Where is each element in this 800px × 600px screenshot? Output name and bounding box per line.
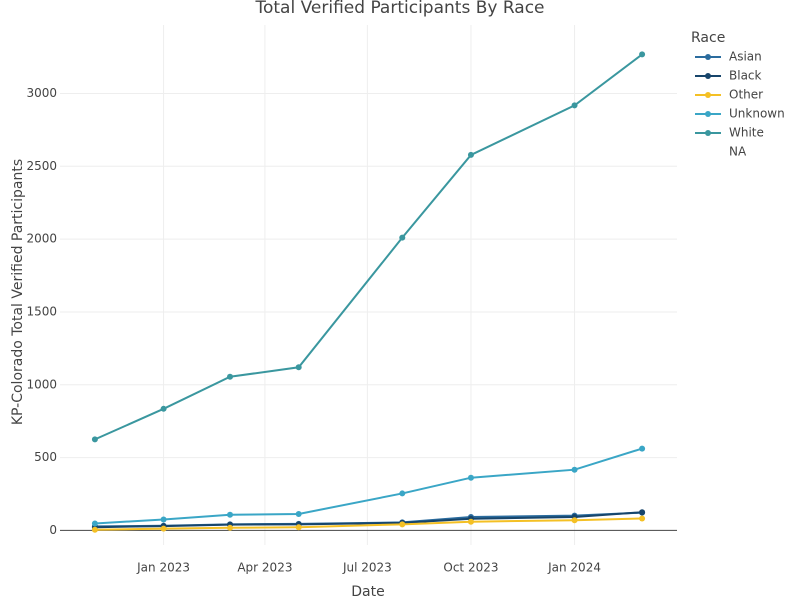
- x-tick-label: Jan 2023: [136, 561, 190, 575]
- data-point: [91, 526, 98, 533]
- data-point: [295, 524, 302, 531]
- data-point: [227, 373, 234, 380]
- series-line: [94, 511, 643, 529]
- legend-title: Race: [691, 30, 725, 46]
- data-point: [295, 510, 302, 517]
- series-line: [94, 53, 643, 441]
- y-tick-label: 0: [49, 523, 57, 537]
- legend-marker: [705, 73, 711, 79]
- data-point: [227, 524, 234, 531]
- data-point: [639, 51, 646, 58]
- data-point: [160, 525, 167, 532]
- y-tick-label: 1500: [26, 304, 57, 318]
- series-line: [94, 447, 643, 525]
- legend-label: Black: [729, 69, 762, 83]
- x-tick-label: Oct 2023: [443, 561, 498, 575]
- data-point: [399, 490, 406, 497]
- data-point: [639, 515, 646, 522]
- y-tick-label: 3000: [26, 86, 57, 100]
- data-point: [91, 436, 98, 443]
- data-point: [467, 151, 474, 158]
- legend-marker: [705, 111, 711, 117]
- data-point: [571, 102, 578, 109]
- y-axis-label: KP-Colorado Total Verified Participants: [10, 159, 26, 425]
- data-point: [227, 511, 234, 518]
- legend-marker: [705, 92, 711, 98]
- series-line: [94, 517, 643, 531]
- data-point: [571, 466, 578, 473]
- legend-label: Other: [729, 88, 763, 102]
- data-point: [160, 516, 167, 523]
- data-point: [639, 509, 646, 516]
- x-tick-label: Apr 2023: [237, 561, 292, 575]
- chart-title: Total Verified Participants By Race: [255, 0, 545, 18]
- y-tick-label: 1000: [26, 377, 57, 391]
- x-axis-label: Date: [351, 584, 384, 600]
- legend-label: Unknown: [729, 107, 785, 121]
- data-point: [91, 520, 98, 527]
- data-point: [399, 234, 406, 241]
- y-tick-label: 2000: [26, 232, 57, 246]
- legend-marker: [705, 54, 711, 60]
- legend-label: Asian: [729, 50, 762, 64]
- data-point: [467, 474, 474, 481]
- legend-label: NA: [729, 145, 747, 159]
- x-tick-label: Jul 2023: [342, 561, 392, 575]
- data-point: [467, 518, 474, 525]
- data-point: [160, 405, 167, 412]
- y-tick-label: 500: [34, 450, 57, 464]
- legend-marker: [705, 130, 711, 136]
- data-point: [399, 521, 406, 528]
- data-point: [295, 364, 302, 371]
- y-tick-label: 2500: [26, 159, 57, 173]
- data-point: [639, 445, 646, 452]
- legend-label: White: [729, 126, 764, 140]
- data-point: [571, 517, 578, 524]
- x-tick-label: Jan 2024: [547, 561, 601, 575]
